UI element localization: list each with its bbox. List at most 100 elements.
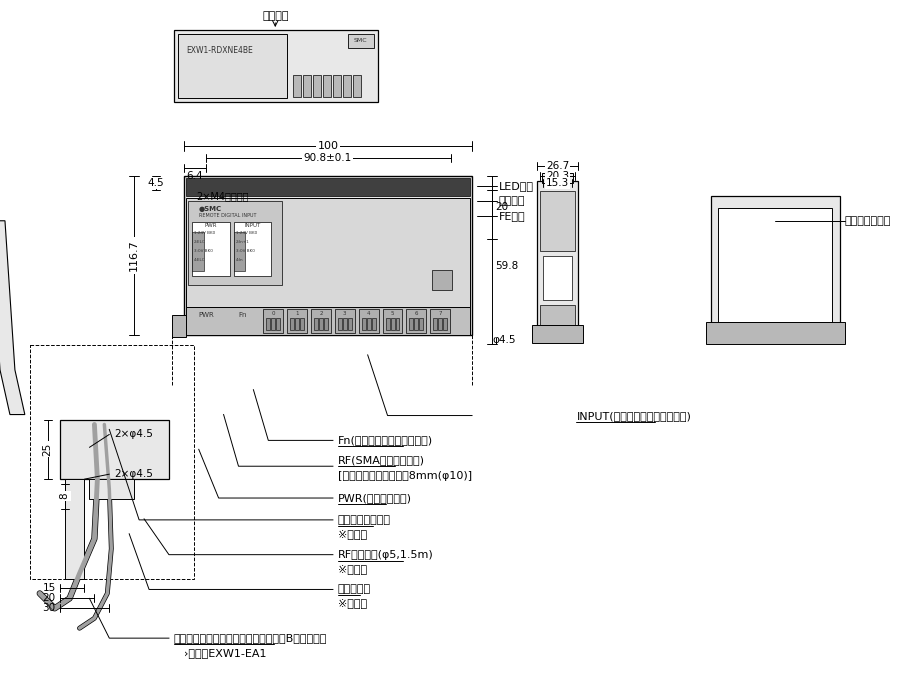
- Text: Fn: Fn: [238, 312, 247, 318]
- Bar: [30, 345, 194, 578]
- Text: INPUT(入力機器接続用コネクタ): INPUT(入力機器接続用コネクタ): [576, 410, 691, 421]
- Bar: [432, 270, 452, 290]
- Circle shape: [368, 61, 378, 71]
- Bar: [410, 318, 413, 330]
- Text: PWR: PWR: [199, 312, 214, 318]
- Bar: [290, 318, 294, 330]
- Text: 2×M4用取付穴: 2×M4用取付穴: [196, 191, 248, 201]
- Bar: [319, 318, 323, 330]
- Bar: [233, 222, 271, 276]
- Bar: [706, 322, 845, 344]
- Text: ※付属品: ※付属品: [338, 598, 367, 608]
- Bar: [540, 305, 575, 325]
- Bar: [532, 325, 583, 343]
- Text: 3:0V BK0: 3:0V BK0: [236, 248, 255, 252]
- Text: ※付属品: ※付属品: [338, 564, 367, 573]
- Text: 20.3: 20.3: [546, 171, 569, 181]
- Bar: [287, 309, 307, 333]
- Text: REMOTE DIGITAL INPUT: REMOTE DIGITAL INPUT: [199, 213, 256, 218]
- Bar: [372, 318, 375, 330]
- Text: 0: 0: [272, 311, 275, 316]
- Text: 3:0V BK0: 3:0V BK0: [194, 248, 212, 252]
- Bar: [407, 309, 427, 333]
- Bar: [314, 318, 318, 330]
- Text: 20: 20: [495, 202, 508, 212]
- Circle shape: [817, 279, 833, 295]
- Bar: [89, 479, 134, 499]
- Text: 15: 15: [42, 584, 56, 593]
- Bar: [385, 318, 390, 330]
- Bar: [323, 75, 331, 97]
- Bar: [324, 318, 328, 330]
- Text: 3: 3: [343, 311, 346, 316]
- Circle shape: [78, 443, 90, 456]
- Text: 1: 1: [295, 311, 299, 316]
- Text: SMC: SMC: [354, 38, 367, 43]
- Text: 20: 20: [42, 593, 56, 604]
- Circle shape: [128, 443, 140, 456]
- Bar: [395, 318, 400, 330]
- Bar: [184, 176, 472, 335]
- Bar: [188, 201, 283, 285]
- Bar: [65, 479, 85, 578]
- Circle shape: [270, 184, 276, 190]
- Bar: [362, 318, 365, 330]
- Bar: [59, 420, 169, 479]
- Bar: [542, 173, 573, 183]
- Bar: [419, 318, 423, 330]
- Text: 26.7: 26.7: [546, 161, 569, 171]
- Text: PWR: PWR: [204, 223, 217, 228]
- Text: 1:24V BK0: 1:24V BK0: [194, 230, 215, 235]
- Text: 30: 30: [42, 603, 56, 613]
- Text: 4.5: 4.5: [148, 178, 165, 188]
- Text: φ4.5: φ4.5: [492, 335, 516, 345]
- Text: 6.4: 6.4: [186, 171, 203, 181]
- Text: 4:In: 4:In: [236, 257, 243, 261]
- Text: EXW1-RDXNE4BE: EXW1-RDXNE4BE: [185, 46, 253, 55]
- Bar: [311, 309, 331, 333]
- Bar: [233, 232, 246, 272]
- Text: 90.8±0.1: 90.8±0.1: [304, 153, 352, 163]
- Text: 2: 2: [320, 311, 323, 316]
- Text: ブラケット: ブラケット: [338, 584, 371, 595]
- Text: 電波法対応銘板: 電波法対応銘板: [845, 216, 891, 226]
- Circle shape: [285, 184, 292, 190]
- Circle shape: [211, 184, 217, 190]
- Text: 6: 6: [415, 311, 419, 316]
- Bar: [540, 191, 575, 250]
- Text: 表示銘板: 表示銘板: [499, 196, 526, 206]
- Text: 5: 5: [391, 311, 394, 316]
- Text: 25: 25: [42, 442, 53, 456]
- Text: 2:In+1: 2:In+1: [236, 239, 249, 244]
- Circle shape: [358, 211, 428, 281]
- Bar: [185, 178, 470, 196]
- Bar: [185, 307, 470, 335]
- Bar: [543, 256, 572, 300]
- Bar: [391, 318, 394, 330]
- Bar: [438, 318, 442, 330]
- Bar: [192, 222, 230, 276]
- Bar: [382, 309, 402, 333]
- Circle shape: [364, 217, 420, 274]
- Bar: [359, 309, 379, 333]
- Bar: [338, 318, 342, 330]
- Text: ●SMC: ●SMC: [199, 206, 222, 212]
- Bar: [172, 315, 185, 337]
- Bar: [185, 198, 470, 307]
- Bar: [192, 232, 203, 272]
- Bar: [536, 181, 579, 335]
- Bar: [343, 75, 351, 97]
- Text: 2×φ4.5: 2×φ4.5: [114, 429, 153, 440]
- Bar: [333, 75, 341, 97]
- Text: 2×φ4.5: 2×φ4.5: [114, 469, 153, 480]
- Bar: [366, 318, 371, 330]
- Bar: [303, 75, 311, 97]
- Text: 59.8: 59.8: [495, 261, 518, 272]
- Bar: [347, 34, 374, 48]
- Bar: [293, 75, 302, 97]
- Text: LED表示: LED表示: [499, 181, 534, 191]
- Bar: [276, 318, 280, 330]
- Text: ※付属品: ※付属品: [338, 529, 367, 539]
- Bar: [313, 75, 321, 97]
- Circle shape: [817, 250, 833, 265]
